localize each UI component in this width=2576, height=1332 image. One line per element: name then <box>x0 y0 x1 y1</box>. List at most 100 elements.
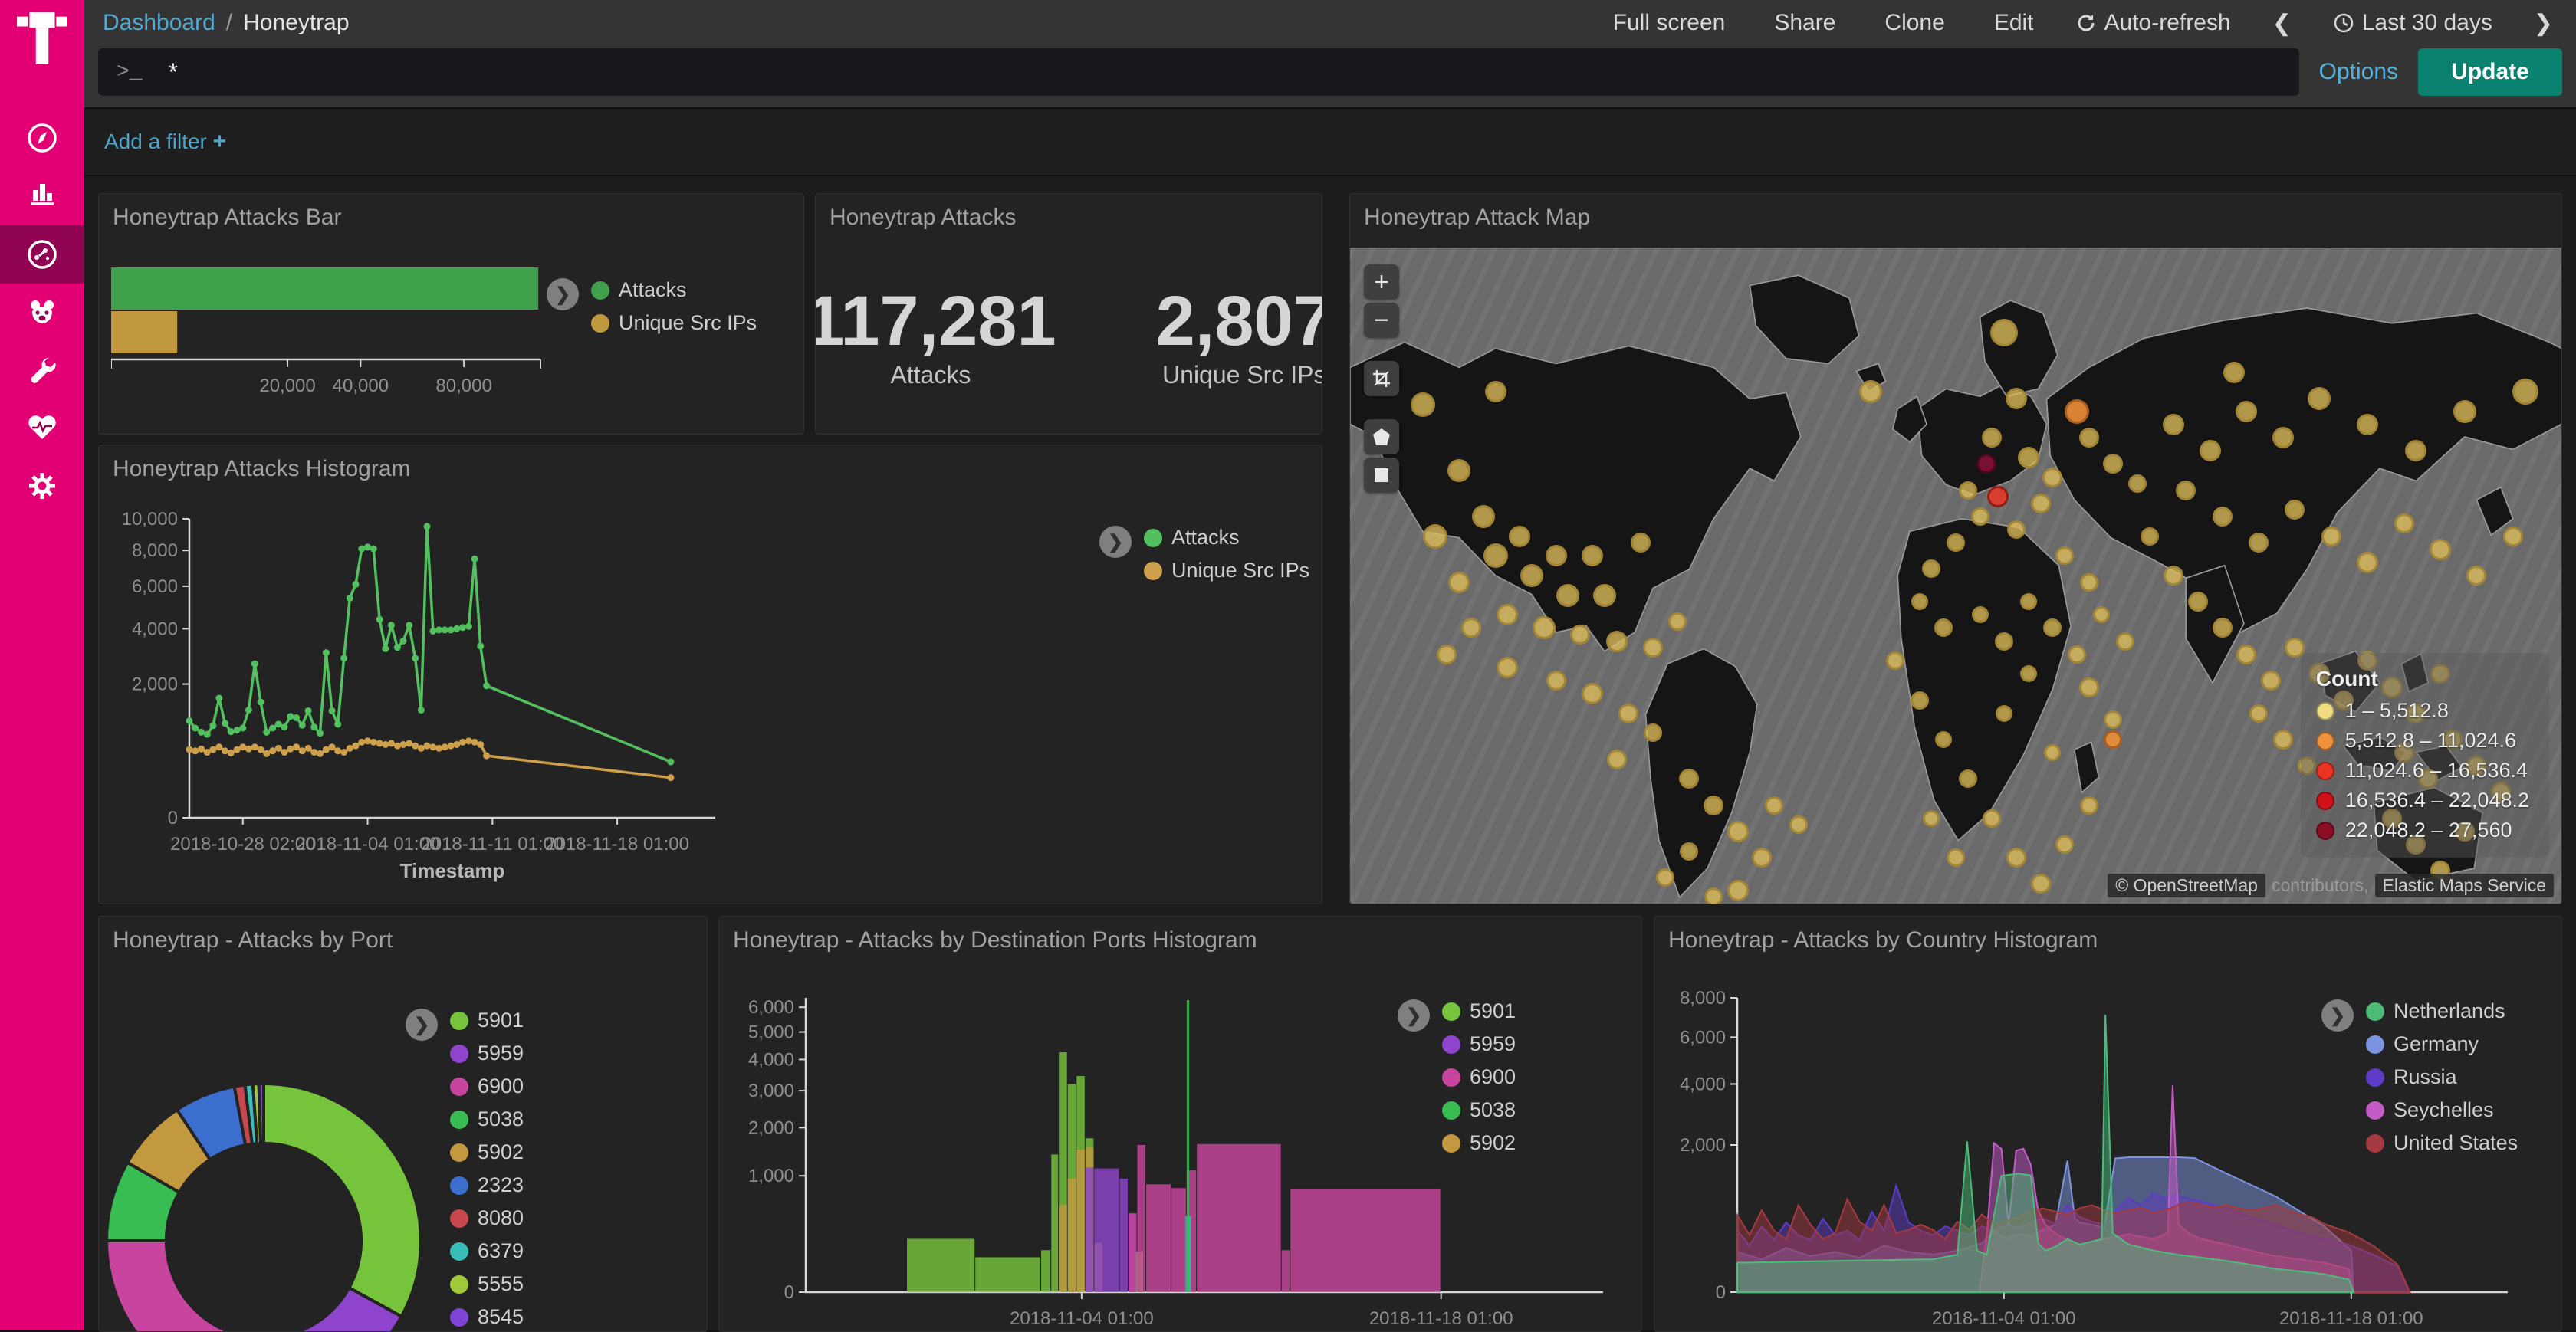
legend-item-united-states[interactable]: United States <box>2366 1131 2518 1155</box>
attack-location-dot[interactable] <box>1983 809 2002 828</box>
attack-location-dot[interactable] <box>2321 526 2341 546</box>
attack-location-dot[interactable] <box>2357 414 2379 436</box>
draw-polygon-button[interactable] <box>1364 419 1399 454</box>
attack-location-dot[interactable] <box>2333 690 2354 710</box>
attack-location-dot[interactable] <box>1497 656 1519 678</box>
attack-location-dot[interactable] <box>2055 835 2075 854</box>
legend-item-5959[interactable]: 5959 <box>450 1042 524 1065</box>
legend-item-5901[interactable]: 5901 <box>1442 999 1516 1023</box>
legend-collapse-button[interactable]: ❯ <box>1099 526 1132 558</box>
legend-item-germany[interactable]: Germany <box>2366 1032 2518 1056</box>
attack-location-dot[interactable] <box>1437 644 1457 664</box>
attack-location-dot[interactable] <box>2006 848 2026 868</box>
attacks-by-port-donut[interactable] <box>99 1076 429 1332</box>
sidebar-item-monitoring[interactable] <box>0 398 84 456</box>
attack-location-dot[interactable] <box>2006 387 2027 409</box>
attack-location-dot[interactable] <box>1448 571 1470 593</box>
zoom-out-button[interactable]: − <box>1364 303 1399 338</box>
attack-location-dot[interactable] <box>2260 670 2281 691</box>
sidebar-item-dashboard[interactable] <box>0 225 84 284</box>
attack-location-dot[interactable] <box>2104 710 2123 730</box>
attack-location-dot[interactable] <box>1987 486 2009 508</box>
attack-location-dot[interactable] <box>2140 527 2159 546</box>
attack-location-dot[interactable] <box>1727 820 1749 842</box>
attack-location-dot[interactable] <box>2092 606 2110 624</box>
attack-location-dot[interactable] <box>1631 533 1651 553</box>
legend-item-5038[interactable]: 5038 <box>450 1107 524 1131</box>
attack-location-dot[interactable] <box>1592 583 1616 607</box>
attack-location-dot[interactable] <box>1483 543 1508 569</box>
attack-location-dot[interactable] <box>2068 645 2086 664</box>
attack-location-dot[interactable] <box>1947 848 1965 868</box>
attack-location-dot[interactable] <box>1618 703 1639 723</box>
attack-location-dot[interactable] <box>2103 454 2124 474</box>
attack-location-dot[interactable] <box>2212 506 2233 527</box>
attack-location-dot[interactable] <box>2466 756 2487 776</box>
attack-location-dot[interactable] <box>1947 533 1965 553</box>
attack-location-dot[interactable] <box>2223 361 2246 383</box>
ems-attribution[interactable]: Elastic Maps Service <box>2374 874 2554 897</box>
attack-location-dot[interactable] <box>2236 401 2258 422</box>
attack-location-dot[interactable] <box>1461 618 1481 638</box>
legend-item-unique-src-ips[interactable]: Unique Src IPs <box>1144 559 1309 582</box>
legend-collapse-button[interactable]: ❯ <box>1398 999 1430 1032</box>
attack-location-dot[interactable] <box>1958 481 1977 500</box>
legend-item-5902[interactable]: 5902 <box>450 1140 524 1164</box>
attack-location-dot[interactable] <box>2078 677 2099 697</box>
attack-location-dot[interactable] <box>1911 593 1928 611</box>
world-map[interactable]: + − Count 1 – 5,512.8 5,512.8 – 11,024.6 1… <box>1350 248 2561 904</box>
fit-bounds-button[interactable] <box>1364 361 1399 396</box>
attack-location-dot[interactable] <box>1680 842 1699 861</box>
attack-location-dot[interactable] <box>1497 604 1519 626</box>
time-forward-chevron[interactable]: ❯ <box>2533 10 2553 36</box>
attack-location-dot[interactable] <box>2164 566 2184 586</box>
attack-location-dot[interactable] <box>1582 683 1603 705</box>
sidebar-item-visualize[interactable] <box>0 163 84 221</box>
attack-location-dot[interactable] <box>1422 523 1447 549</box>
attack-location-dot[interactable] <box>2405 440 2427 462</box>
attack-location-dot[interactable] <box>2188 592 2208 612</box>
attack-location-dot[interactable] <box>2104 730 2123 749</box>
draw-rectangle-button[interactable] <box>1364 458 1399 493</box>
topbar-action-share[interactable]: Share <box>1774 10 1836 35</box>
attack-location-dot[interactable] <box>2308 386 2331 410</box>
attack-location-dot[interactable] <box>1789 815 1808 835</box>
legend-item-unique-src-ips[interactable]: Unique Src IPs <box>591 311 757 335</box>
attack-location-dot[interactable] <box>1570 625 1591 645</box>
attack-location-dot[interactable] <box>2116 632 2135 651</box>
attack-location-dot[interactable] <box>1520 564 1543 587</box>
attack-location-dot[interactable] <box>1971 606 1989 624</box>
attack-location-dot[interactable] <box>2285 638 2305 658</box>
sidebar-item-timelion[interactable] <box>0 283 84 341</box>
attack-location-dot[interactable] <box>1922 559 1941 579</box>
attack-location-dot[interactable] <box>2381 808 2402 828</box>
legend-item-5555[interactable]: 5555 <box>450 1272 524 1296</box>
legend-item-6379[interactable]: 6379 <box>450 1239 524 1263</box>
attack-location-dot[interactable] <box>2491 782 2511 802</box>
attack-location-dot[interactable] <box>1556 583 1580 607</box>
attack-location-dot[interactable] <box>1727 879 1749 901</box>
attack-location-dot[interactable] <box>2128 474 2147 494</box>
attack-location-dot[interactable] <box>2285 500 2305 520</box>
attack-location-dot[interactable] <box>1655 868 1674 887</box>
sidebar-item-management[interactable] <box>0 457 84 515</box>
attack-location-dot[interactable] <box>2079 796 2098 815</box>
attack-location-dot[interactable] <box>2430 664 2450 684</box>
sidebar-item-devtools[interactable] <box>0 340 84 399</box>
attack-location-dot[interactable] <box>1484 381 1506 403</box>
attack-location-dot[interactable] <box>1509 525 1531 547</box>
country-histogram-chart[interactable]: 0 2,000 4,000 6,000 8,000 2018-11-04 01:00 201… <box>1668 986 2542 1332</box>
attack-location-dot[interactable] <box>1410 392 1435 418</box>
attack-location-dot[interactable] <box>1995 632 2014 651</box>
legend-item-5959[interactable]: 5959 <box>1442 1032 1516 1056</box>
attack-location-dot[interactable] <box>2163 414 2185 436</box>
attack-location-dot[interactable] <box>2212 618 2233 638</box>
attack-location-dot[interactable] <box>1605 630 1628 652</box>
attack-location-dot[interactable] <box>2055 546 2075 566</box>
attack-location-dot[interactable] <box>1704 795 1723 815</box>
attack-location-dot[interactable] <box>2007 520 2026 540</box>
attack-location-dot[interactable] <box>1934 618 1953 638</box>
attack-location-dot[interactable] <box>1679 769 1700 789</box>
legend-item-2323[interactable]: 2323 <box>450 1173 524 1197</box>
attack-location-dot[interactable] <box>2079 572 2098 592</box>
